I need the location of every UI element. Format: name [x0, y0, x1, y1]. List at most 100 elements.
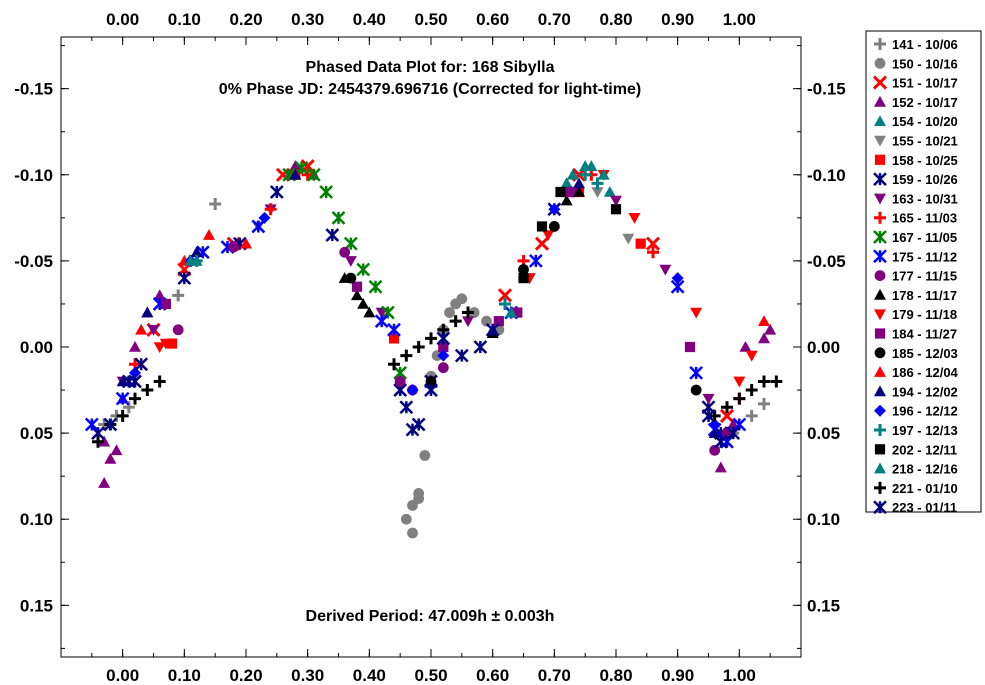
data-point-10 — [647, 246, 659, 259]
legend-marker-8 — [873, 172, 887, 186]
legend-marker-18 — [874, 366, 886, 377]
data-point-2 — [419, 450, 431, 461]
data-point-10 — [264, 203, 277, 216]
data-point-24 — [116, 409, 129, 422]
data-point-2 — [456, 293, 468, 305]
y-tick-label-right: -0.10 — [807, 166, 846, 185]
legend-label: 151 - 10/17 — [892, 76, 958, 91]
legend-marker-3 — [872, 75, 888, 90]
data-point-12 — [251, 219, 266, 234]
data-point-19 — [190, 246, 203, 258]
data-point-21 — [579, 168, 592, 181]
legend-label: 165 - 11/03 — [892, 211, 957, 226]
data-point-8 — [269, 185, 284, 199]
data-point-3 — [645, 236, 661, 251]
x-tick-label-bottom: 0.70 — [538, 666, 571, 685]
x-tick-label-bottom: 0.20 — [229, 666, 262, 685]
data-point-5 — [603, 186, 616, 197]
data-point-25 — [103, 417, 118, 432]
data-point-12 — [387, 322, 401, 337]
data-point-25 — [473, 340, 488, 354]
legend-label: 150 - 10/16 — [892, 56, 958, 71]
data-point-24 — [462, 306, 474, 319]
data-point-20 — [671, 272, 684, 285]
data-point-13 — [394, 376, 406, 387]
data-point-11 — [319, 185, 334, 199]
y-tick-label-right: 0.00 — [807, 338, 840, 357]
legend-label: 196 - 12/12 — [892, 404, 958, 419]
data-point-4 — [758, 332, 770, 344]
data-point-23 — [184, 254, 197, 266]
data-point-9 — [610, 195, 622, 207]
data-point-17 — [518, 264, 529, 275]
data-point-2 — [481, 315, 492, 327]
data-point-10 — [301, 168, 314, 181]
data-point-18 — [203, 229, 215, 240]
data-point-24 — [129, 392, 141, 405]
data-point-15 — [542, 230, 555, 242]
data-point-24 — [770, 375, 783, 388]
legend: 141 - 10/06 150 - 10/16 151 - 10/17 152 - 1… — [872, 37, 959, 515]
data-point-25 — [713, 434, 728, 449]
data-point-4 — [104, 452, 117, 464]
data-point-11 — [356, 262, 371, 277]
data-point-22 — [555, 186, 566, 198]
data-point-24 — [758, 375, 770, 388]
legend-label: 194 - 12/02 — [892, 384, 958, 399]
data-point-12 — [528, 254, 543, 268]
derived-period-annotation: Derived Period: 47.009h ± 0.003h — [306, 608, 555, 625]
data-point-13 — [339, 246, 351, 258]
x-tick-label-bottom: 0.90 — [661, 666, 694, 685]
x-tick-label-top: 0.30 — [291, 10, 324, 29]
x-tick-label-top: 1.00 — [723, 10, 756, 29]
data-point-16 — [438, 341, 449, 353]
data-point-1 — [745, 409, 758, 422]
data-point-25 — [485, 322, 500, 337]
legend-label: 179 - 11/18 — [892, 307, 957, 322]
legend-label: 186 - 12/04 — [892, 365, 959, 380]
data-point-24 — [412, 341, 425, 353]
data-point-4 — [98, 477, 111, 488]
data-point-4 — [129, 341, 141, 352]
y-tick-label-left: 0.05 — [20, 424, 53, 443]
data-point-23 — [585, 160, 598, 171]
legend-marker-10 — [874, 211, 886, 224]
data-point-15 — [628, 213, 641, 224]
legend-marker-1 — [874, 38, 886, 50]
data-point-18 — [135, 323, 148, 335]
data-point-8 — [177, 271, 192, 285]
data-point-18 — [758, 315, 770, 326]
data-point-4 — [714, 461, 727, 473]
data-point-25 — [424, 383, 438, 397]
data-point-11 — [368, 279, 383, 294]
data-point-15 — [159, 338, 172, 350]
y-tick-label-left: -0.15 — [14, 80, 53, 99]
legend-label: 218 - 12/16 — [892, 462, 958, 477]
x-tick-label-top: 0.20 — [229, 10, 262, 29]
y-tick-label-left: -0.10 — [14, 166, 53, 185]
data-point-16 — [512, 307, 523, 318]
data-point-2 — [407, 500, 418, 511]
data-point-19 — [708, 427, 721, 438]
legend-marker-25 — [873, 500, 887, 515]
data-point-24 — [153, 375, 166, 388]
y-tick-label-right: -0.05 — [807, 252, 846, 271]
data-point-23 — [566, 168, 579, 180]
data-point-16 — [351, 281, 363, 292]
data-point-9 — [344, 256, 357, 267]
data-point-2 — [407, 527, 418, 539]
data-point-14 — [351, 289, 363, 301]
data-point-23 — [505, 306, 518, 318]
legend-marker-17 — [874, 347, 886, 359]
x-tick-label-bottom: 0.50 — [414, 666, 447, 685]
data-point-13 — [709, 444, 721, 456]
legend-marker-9 — [874, 193, 886, 205]
data-point-15 — [745, 350, 758, 362]
x-tick-label-bottom: 0.00 — [106, 666, 139, 685]
data-point-24 — [449, 315, 462, 328]
data-point-16 — [684, 341, 696, 353]
data-point-25 — [134, 357, 149, 372]
data-point-21 — [591, 177, 604, 190]
data-point-6 — [591, 187, 604, 198]
data-point-22 — [536, 221, 548, 232]
